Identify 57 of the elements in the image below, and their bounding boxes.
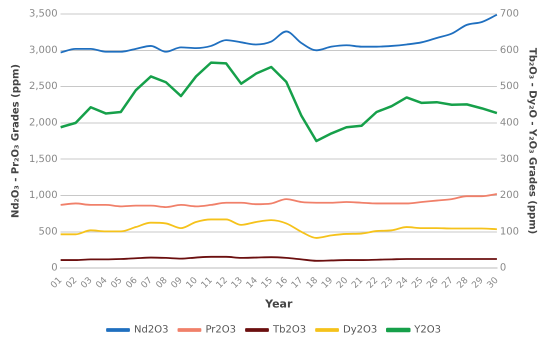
x-tick-label: 29 <box>470 275 486 291</box>
line-series <box>60 14 498 54</box>
y-tick-label: 1,000 <box>28 190 58 202</box>
y2-tick-label: 500 <box>500 81 520 92</box>
x-tick-label: 08 <box>154 275 170 291</box>
x-tick-label: 20 <box>335 275 350 291</box>
y-tick-label: 1,500 <box>28 154 58 165</box>
x-axis-title: Year <box>264 297 293 310</box>
x-tick-label: 13 <box>230 276 245 291</box>
legend-label: Nd2O3 <box>134 324 168 336</box>
y2-tick-label: 700 <box>500 8 520 20</box>
x-tick-label: 04 <box>94 275 110 291</box>
x-tick-label: 05 <box>109 276 125 291</box>
x-tick-label: 17 <box>290 276 306 291</box>
x-tick-label: 30 <box>486 275 501 291</box>
x-tick-label: 27 <box>440 276 456 291</box>
x-tick-label: 15 <box>260 276 276 291</box>
x-tick-label: 12 <box>214 276 230 291</box>
y-tick-label: 500 <box>38 226 58 238</box>
y-tick-label: 2,000 <box>28 117 58 128</box>
x-tick-label: 10 <box>184 275 200 291</box>
x-tick-label: 25 <box>410 276 426 291</box>
y2-axis-title: Tb₂O₃ - Dy₂O - Y₂O₃ Grades (ppm) <box>526 48 538 234</box>
y-tick-label: 3,500 <box>28 8 58 20</box>
legend-label: Dy2O3 <box>343 324 378 336</box>
x-tick-label: 23 <box>380 276 396 291</box>
y-tick-label: 0 <box>51 262 58 274</box>
x-tick-label: 19 <box>320 275 336 291</box>
y-tick-label: 3,000 <box>28 44 58 56</box>
x-tick-label: 07 <box>140 276 155 291</box>
y-tick-label: 2,500 <box>28 81 58 92</box>
x-tick-label: 28 <box>455 275 471 291</box>
x-tick-label: 16 <box>274 275 290 291</box>
x-tick-label: 18 <box>304 275 320 291</box>
y2-tick-label: 600 <box>500 44 520 56</box>
x-tick-label: 21 <box>350 276 366 291</box>
y2-tick-label: 200 <box>500 190 520 202</box>
x-tick-label: 01 <box>49 276 64 291</box>
x-tick-label: 22 <box>365 276 380 291</box>
x-tick-label: 02 <box>64 276 80 291</box>
y2-tick-label: 400 <box>500 117 520 128</box>
x-tick-label: 26 <box>425 275 441 291</box>
legend-label: Y2O3 <box>413 324 441 336</box>
y2-tick-label: 100 <box>500 226 520 238</box>
x-tick-label: 06 <box>124 275 140 291</box>
y-axis-title: Nd₂O₃ - Pr₂O₃ Grades (ppm) <box>10 64 22 218</box>
line-series <box>60 218 498 239</box>
legend-label: Tb2O3 <box>272 324 306 336</box>
x-tick-label: 03 <box>79 276 94 291</box>
x-tick-label: 14 <box>244 275 260 291</box>
x-tick-label: 09 <box>170 275 185 291</box>
y2-tick-label: 300 <box>500 154 520 165</box>
line-series <box>60 193 498 208</box>
y2-tick-label: 0 <box>500 262 506 274</box>
x-tick-label: 11 <box>200 276 215 291</box>
legend-label: Pr2O3 <box>205 324 236 336</box>
x-tick-label: 24 <box>395 275 411 291</box>
